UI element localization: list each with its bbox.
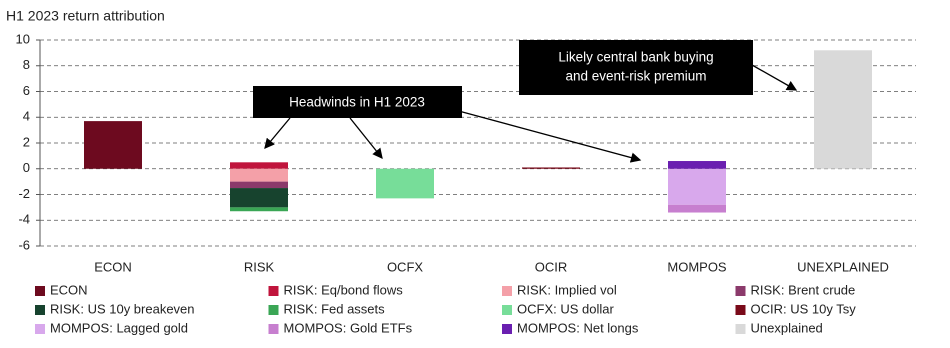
legend-swatch (268, 324, 279, 334)
y-tick-label: -2 (18, 186, 30, 201)
bar-segment (230, 188, 288, 208)
bar-segment (230, 207, 288, 212)
bar-segment (230, 162, 288, 169)
arrow (454, 109, 642, 163)
bar-segment (668, 204, 726, 213)
legend-swatch (735, 286, 746, 296)
legend-label: MOMPOS: Lagged gold (50, 320, 188, 335)
legend-swatch (502, 286, 512, 296)
legend-swatch (502, 305, 512, 315)
annotation: and event-risk premium (565, 69, 706, 84)
y-tick-label: -4 (18, 212, 30, 227)
y-tick-label: -6 (18, 237, 30, 252)
legend-swatch (35, 305, 45, 315)
legend-label: RISK: Implied vol (517, 282, 617, 297)
x-tick-label: ECON (94, 259, 132, 274)
annotation-box (519, 40, 753, 95)
chart-title: H1 2023 return attribution (6, 8, 165, 24)
arrow (751, 64, 798, 91)
legend-label: RISK: Eq/bond flows (284, 282, 404, 297)
y-tick-label: 8 (23, 57, 30, 72)
y-tick-label: 2 (23, 134, 30, 149)
x-tick-label: RISK (244, 259, 275, 274)
legend-label: OCIR: US 10y Tsy (751, 301, 857, 316)
annotation: Likely central bank buying (558, 50, 713, 65)
y-tick-label: 4 (23, 109, 30, 124)
x-tick-label: OCIR (535, 259, 568, 274)
legend-label: OCFX: US dollar (517, 301, 614, 316)
x-tick-label: MOMPOS (667, 259, 727, 274)
y-tick-label: 6 (23, 83, 30, 98)
arrow (349, 117, 383, 160)
annotation-box (253, 86, 462, 118)
annotations: Headwinds in H1 2023 Likely central bank… (253, 40, 798, 163)
legend-swatch (735, 305, 746, 315)
bar-segment (376, 168, 434, 199)
annotation: Headwinds in H1 2023 (289, 95, 425, 110)
legend-label: RISK: Fed assets (284, 301, 386, 316)
bar-segment (522, 167, 580, 169)
x-tick-label: UNEXPLAINED (797, 259, 889, 274)
bar-segment (668, 161, 726, 169)
y-tick-label: 10 (16, 31, 30, 46)
legend-label: ECON (50, 282, 88, 297)
bar-segment (814, 50, 872, 169)
y-tick-label: 0 (23, 160, 30, 175)
legend-label: RISK: Brent crude (751, 282, 856, 297)
legend-swatch (735, 324, 746, 334)
bar-segment (230, 168, 288, 182)
legend-swatch (268, 305, 279, 315)
legend-label: RISK: US 10y breakeven (50, 301, 195, 316)
legend-label: Unexplained (751, 320, 823, 335)
legend-label: MOMPOS: Net longs (517, 320, 639, 335)
arrow (264, 117, 291, 149)
legend-swatch (502, 324, 512, 334)
legend-label: MOMPOS: Gold ETFs (284, 320, 413, 335)
bar-segment (230, 181, 288, 189)
legend-swatch (268, 286, 279, 296)
bar-segment (84, 121, 142, 169)
legend-swatch (35, 324, 45, 334)
x-tick-label: OCFX (387, 259, 423, 274)
legend-swatch (35, 286, 45, 296)
bar-segment (668, 168, 726, 205)
